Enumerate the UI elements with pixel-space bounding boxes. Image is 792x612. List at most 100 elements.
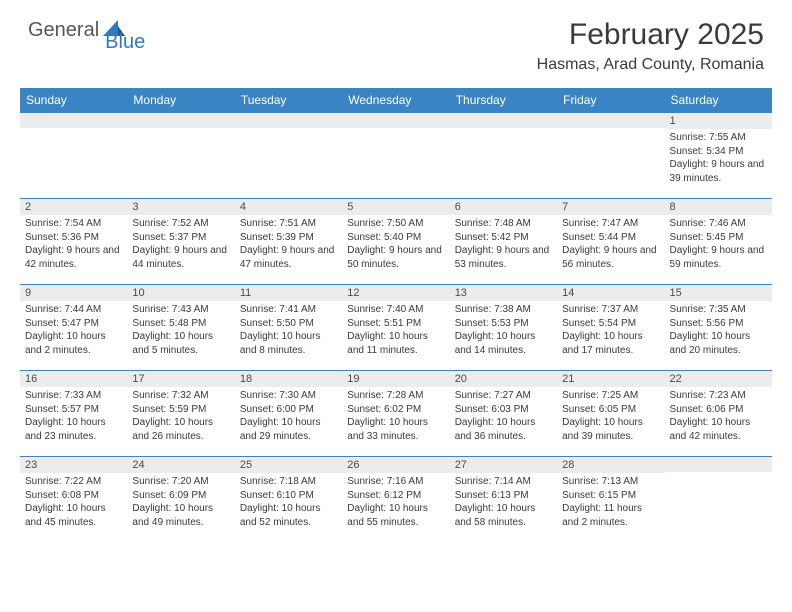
day-detail-line: Sunrise: 7:32 AM <box>132 389 229 403</box>
day-details: Sunrise: 7:54 AMSunset: 5:36 PMDaylight:… <box>20 215 127 275</box>
calendar-row: 23Sunrise: 7:22 AMSunset: 6:08 PMDayligh… <box>20 457 772 543</box>
day-detail-line: Daylight: 10 hours and 8 minutes. <box>240 330 337 357</box>
day-detail-line: Daylight: 10 hours and 11 minutes. <box>347 330 444 357</box>
day-detail-line: Sunset: 5:59 PM <box>132 403 229 417</box>
calendar-cell <box>127 113 234 199</box>
day-detail-line: Sunset: 5:47 PM <box>25 317 122 331</box>
day-detail-line: Daylight: 11 hours and 2 minutes. <box>562 502 659 529</box>
day-detail-line: Sunrise: 7:55 AM <box>670 131 767 145</box>
day-details: Sunrise: 7:48 AMSunset: 5:42 PMDaylight:… <box>450 215 557 275</box>
calendar-cell: 16Sunrise: 7:33 AMSunset: 5:57 PMDayligh… <box>20 371 127 457</box>
calendar-cell <box>342 113 449 199</box>
day-detail-line: Daylight: 10 hours and 36 minutes. <box>455 416 552 443</box>
calendar-cell: 25Sunrise: 7:18 AMSunset: 6:10 PMDayligh… <box>235 457 342 543</box>
calendar-cell: 15Sunrise: 7:35 AMSunset: 5:56 PMDayligh… <box>665 285 772 371</box>
day-detail-line: Sunrise: 7:23 AM <box>670 389 767 403</box>
day-details: Sunrise: 7:41 AMSunset: 5:50 PMDaylight:… <box>235 301 342 361</box>
day-detail-line: Sunset: 6:03 PM <box>455 403 552 417</box>
day-detail-line: Sunset: 6:15 PM <box>562 489 659 503</box>
calendar-cell <box>450 113 557 199</box>
day-details: Sunrise: 7:30 AMSunset: 6:00 PMDaylight:… <box>235 387 342 447</box>
day-detail-line: Sunset: 5:34 PM <box>670 145 767 159</box>
calendar-cell: 4Sunrise: 7:51 AMSunset: 5:39 PMDaylight… <box>235 199 342 285</box>
day-details: Sunrise: 7:22 AMSunset: 6:08 PMDaylight:… <box>20 473 127 533</box>
day-detail-line: Daylight: 9 hours and 39 minutes. <box>670 158 767 185</box>
day-detail-line: Daylight: 9 hours and 44 minutes. <box>132 244 229 271</box>
day-detail-line: Sunset: 5:40 PM <box>347 231 444 245</box>
day-details: Sunrise: 7:46 AMSunset: 5:45 PMDaylight:… <box>665 215 772 275</box>
calendar-head: Sunday Monday Tuesday Wednesday Thursday… <box>20 88 772 113</box>
month-title: February 2025 <box>537 18 764 52</box>
day-detail-line: Sunrise: 7:48 AM <box>455 217 552 231</box>
calendar-cell: 10Sunrise: 7:43 AMSunset: 5:48 PMDayligh… <box>127 285 234 371</box>
calendar-cell: 3Sunrise: 7:52 AMSunset: 5:37 PMDaylight… <box>127 199 234 285</box>
day-number: 12 <box>342 285 449 301</box>
calendar-cell: 6Sunrise: 7:48 AMSunset: 5:42 PMDaylight… <box>450 199 557 285</box>
calendar-cell: 2Sunrise: 7:54 AMSunset: 5:36 PMDaylight… <box>20 199 127 285</box>
calendar-cell: 20Sunrise: 7:27 AMSunset: 6:03 PMDayligh… <box>450 371 557 457</box>
weekday-header: Tuesday <box>235 88 342 113</box>
calendar-cell <box>557 113 664 199</box>
calendar-cell: 26 Sunrise: 7:16 AMSunset: 6:12 PMDayligh… <box>342 457 449 543</box>
logo-text-general: General <box>28 19 99 42</box>
day-details: Sunrise: 7:55 AMSunset: 5:34 PMDaylight:… <box>665 129 772 189</box>
day-number: 26 <box>342 457 449 473</box>
day-detail-line: Sunset: 6:09 PM <box>132 489 229 503</box>
day-detail-line: Sunrise: 7:52 AM <box>132 217 229 231</box>
day-number: 28 <box>557 457 664 473</box>
day-details: Sunrise: 7:25 AMSunset: 6:05 PMDaylight:… <box>557 387 664 447</box>
day-detail-line: Sunrise: 7:13 AM <box>562 475 659 489</box>
calendar-row: 1Sunrise: 7:55 AMSunset: 5:34 PMDaylight… <box>20 113 772 199</box>
day-detail-line: Sunrise: 7:20 AM <box>132 475 229 489</box>
day-detail-line: Sunset: 6:05 PM <box>562 403 659 417</box>
weekday-header: Thursday <box>450 88 557 113</box>
day-detail-line: Daylight: 10 hours and 14 minutes. <box>455 330 552 357</box>
day-number: 8 <box>665 199 772 215</box>
day-detail-line: Daylight: 10 hours and 39 minutes. <box>562 416 659 443</box>
calendar-cell: 1Sunrise: 7:55 AMSunset: 5:34 PMDaylight… <box>665 113 772 199</box>
day-details: Sunrise: 7:51 AMSunset: 5:39 PMDaylight:… <box>235 215 342 275</box>
day-detail-line: Sunrise: 7:51 AM <box>240 217 337 231</box>
day-number: 10 <box>127 285 234 301</box>
day-detail-line: Sunset: 5:48 PM <box>132 317 229 331</box>
day-detail-line: Daylight: 10 hours and 58 minutes. <box>455 502 552 529</box>
weekday-header: Sunday <box>20 88 127 113</box>
day-number <box>557 113 664 128</box>
day-details <box>557 128 664 134</box>
calendar-cell: 5Sunrise: 7:50 AMSunset: 5:40 PMDaylight… <box>342 199 449 285</box>
day-detail-line: Daylight: 10 hours and 20 minutes. <box>670 330 767 357</box>
day-detail-line: Sunset: 5:42 PM <box>455 231 552 245</box>
day-detail-line: Daylight: 10 hours and 45 minutes. <box>25 502 122 529</box>
calendar-cell <box>20 113 127 199</box>
day-detail-line: Sunrise: 7:14 AM <box>455 475 552 489</box>
logo: General Blue <box>28 18 167 43</box>
day-number: 22 <box>665 371 772 387</box>
day-number: 25 <box>235 457 342 473</box>
day-detail-line: Sunset: 5:37 PM <box>132 231 229 245</box>
day-detail-line: Sunset: 6:08 PM <box>25 489 122 503</box>
day-detail-line: Sunset: 6:12 PM <box>347 489 444 503</box>
day-detail-line: Sunrise: 7:44 AM <box>25 303 122 317</box>
day-number <box>665 457 772 472</box>
day-detail-line: Sunrise: 7:43 AM <box>132 303 229 317</box>
day-number: 1 <box>665 113 772 129</box>
day-detail-line: Sunset: 5:51 PM <box>347 317 444 331</box>
day-detail-line: Sunrise: 7:50 AM <box>347 217 444 231</box>
day-detail-line: Sunset: 5:44 PM <box>562 231 659 245</box>
day-detail-line: Daylight: 9 hours and 47 minutes. <box>240 244 337 271</box>
day-details: Sunrise: 7:37 AMSunset: 5:54 PMDaylight:… <box>557 301 664 361</box>
day-details: Sunrise: 7:52 AMSunset: 5:37 PMDaylight:… <box>127 215 234 275</box>
day-detail-line: Daylight: 9 hours and 59 minutes. <box>670 244 767 271</box>
day-detail-line: Sunrise: 7:28 AM <box>347 389 444 403</box>
day-details: Sunrise: 7:27 AMSunset: 6:03 PMDaylight:… <box>450 387 557 447</box>
calendar-cell: 22Sunrise: 7:23 AMSunset: 6:06 PMDayligh… <box>665 371 772 457</box>
weekday-header: Wednesday <box>342 88 449 113</box>
day-detail-line: Daylight: 10 hours and 29 minutes. <box>240 416 337 443</box>
day-number: 13 <box>450 285 557 301</box>
day-detail-line: Sunset: 6:13 PM <box>455 489 552 503</box>
day-detail-line: Daylight: 9 hours and 53 minutes. <box>455 244 552 271</box>
calendar-cell: 27Sunrise: 7:14 AMSunset: 6:13 PMDayligh… <box>450 457 557 543</box>
day-detail-line: Sunset: 5:57 PM <box>25 403 122 417</box>
day-detail-line: Daylight: 10 hours and 55 minutes. <box>347 502 444 529</box>
day-detail-line: Sunrise: 7:16 AM <box>347 475 444 489</box>
